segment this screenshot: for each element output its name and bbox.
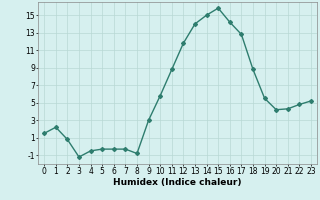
X-axis label: Humidex (Indice chaleur): Humidex (Indice chaleur) <box>113 178 242 187</box>
